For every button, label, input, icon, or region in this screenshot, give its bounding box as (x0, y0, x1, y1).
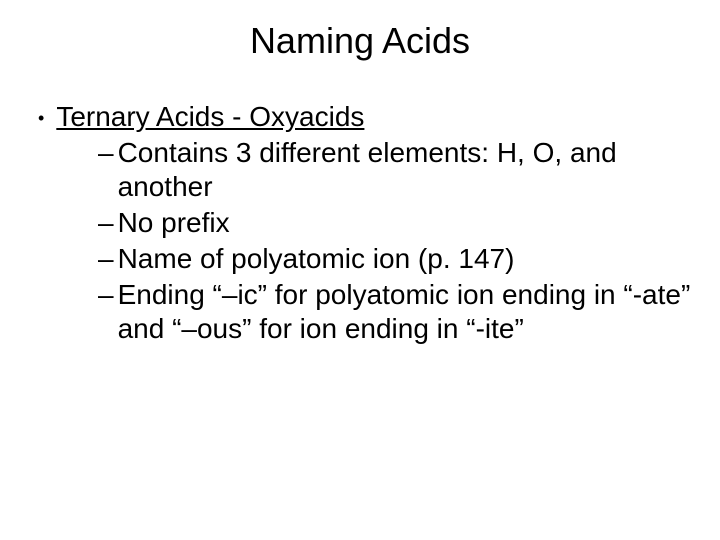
sub-bullet-item: – Ending “–ic” for polyatomic ion ending… (98, 278, 694, 346)
sub-bullet-list: – Contains 3 different elements: H, O, a… (38, 136, 694, 346)
sub-bullet-item: – No prefix (98, 206, 694, 240)
sub-bullet-text: Name of polyatomic ion (p. 147) (118, 242, 515, 276)
dash-marker: – (98, 242, 114, 276)
bullet-marker: • (38, 102, 44, 134)
dash-marker: – (98, 136, 114, 170)
sub-bullet-text: Ending “–ic” for polyatomic ion ending i… (118, 278, 694, 346)
dash-marker: – (98, 278, 114, 312)
slide-content: • Ternary Acids - Oxyacids – Contains 3 … (0, 100, 720, 346)
slide-title: Naming Acids (0, 0, 720, 100)
main-bullet-text: Ternary Acids - Oxyacids (56, 100, 364, 134)
sub-bullet-item: – Contains 3 different elements: H, O, a… (98, 136, 694, 204)
main-bullet-row: • Ternary Acids - Oxyacids (38, 100, 694, 134)
sub-bullet-item: – Name of polyatomic ion (p. 147) (98, 242, 694, 276)
sub-bullet-text: Contains 3 different elements: H, O, and… (118, 136, 694, 204)
dash-marker: – (98, 206, 114, 240)
sub-bullet-text: No prefix (118, 206, 230, 240)
